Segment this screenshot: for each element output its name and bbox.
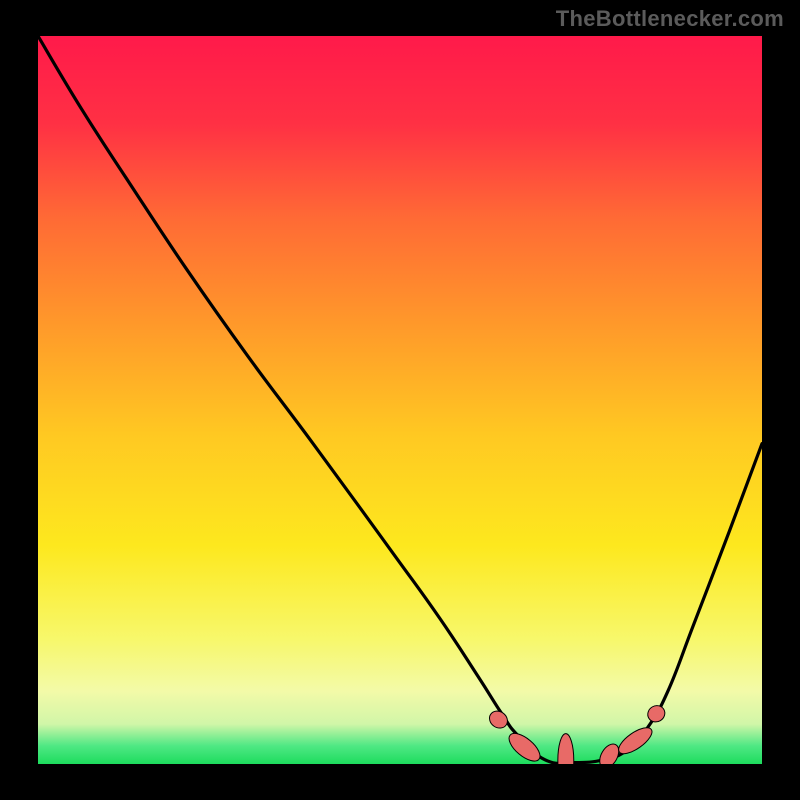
plot-area [38,36,762,764]
chart-svg [38,36,762,764]
watermark-text: TheBottlenecker.com [556,6,784,32]
gradient-background [38,36,762,764]
chart-frame: TheBottlenecker.com [0,0,800,800]
